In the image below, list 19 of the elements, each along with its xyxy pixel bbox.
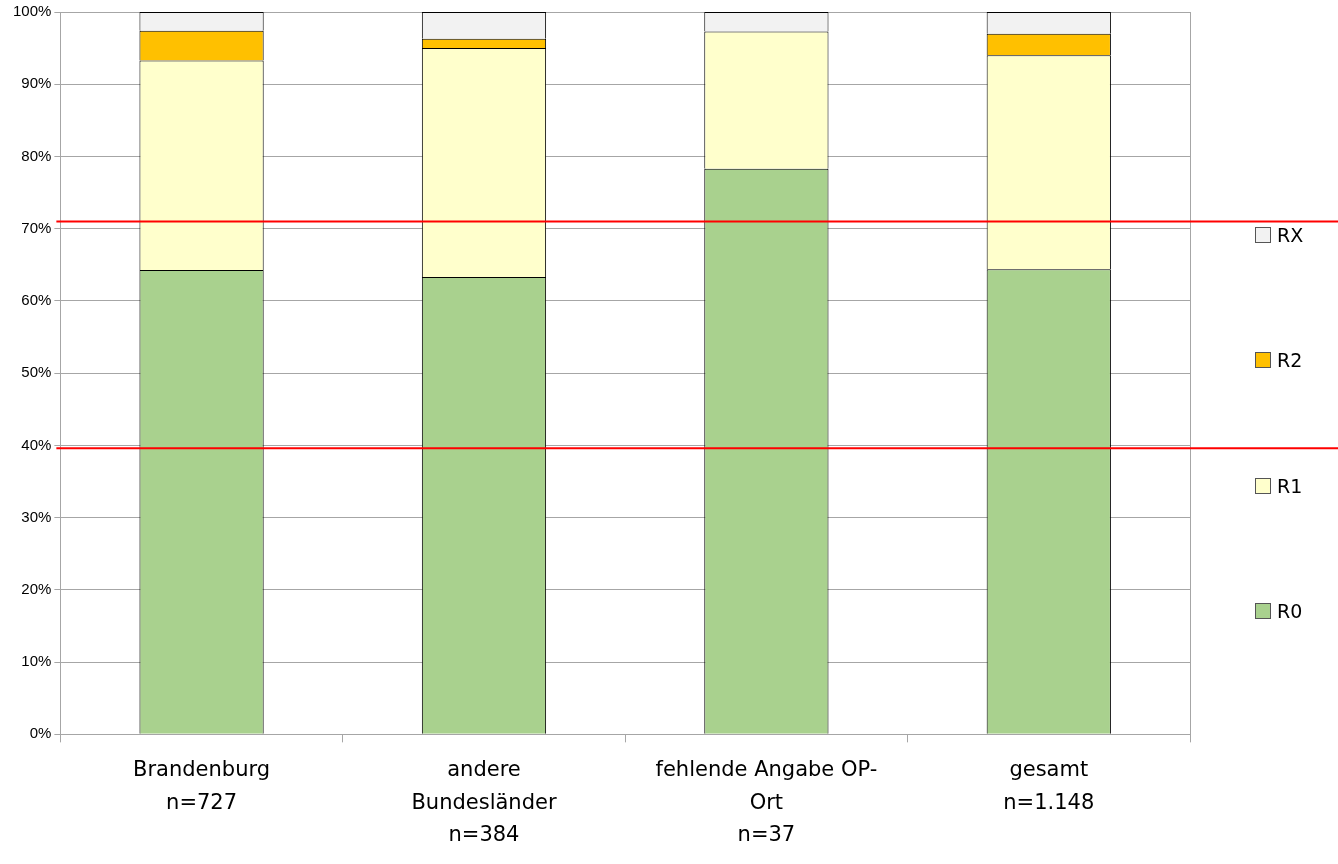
x-tick-label: andere Bundesländer n=384 <box>411 757 557 847</box>
y-tick-label: 60% <box>21 291 52 309</box>
x-tick-label: gesamt n=1.148 <box>1003 757 1095 814</box>
y-tick-label: 50% <box>21 363 52 381</box>
legend-label: R2 <box>1277 349 1303 372</box>
y-tick-label: 10% <box>21 652 52 670</box>
y-tick-label: 70% <box>21 218 52 236</box>
y-tick-label: 40% <box>21 435 52 453</box>
y-tick-label: 0% <box>29 724 52 742</box>
text: RX <box>1277 224 1304 246</box>
y-tick-label: 30% <box>21 507 52 525</box>
y-tick-label: 90% <box>21 74 52 92</box>
legend-label: R0 <box>1277 600 1303 622</box>
x-tick-label: fehlende Angabe OP- Ort n=37 <box>655 757 878 847</box>
y-tick-label: 80% <box>21 146 52 164</box>
legend-label: R1 <box>1277 474 1303 497</box>
y-tick-label: 20% <box>21 580 52 598</box>
x-tick-label: Brandenburg n=727 <box>133 757 271 814</box>
y-tick-label: 100% <box>12 2 52 20</box>
